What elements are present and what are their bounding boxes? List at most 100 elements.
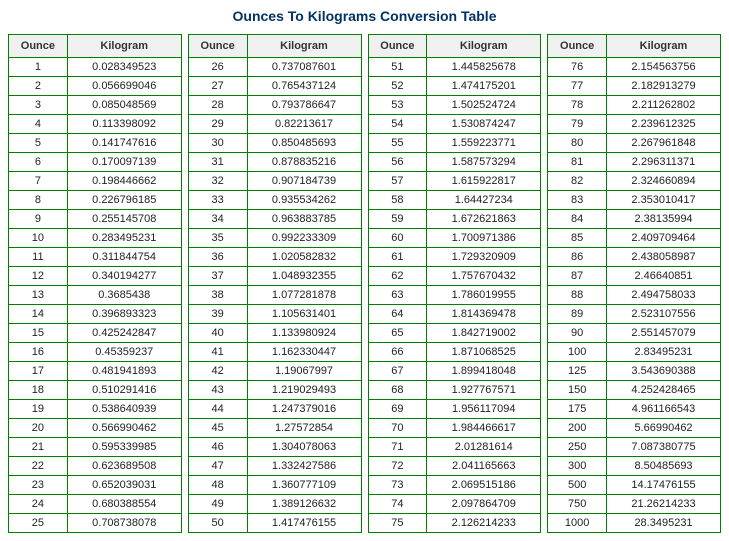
table-row: 872.46640851: [548, 267, 721, 286]
cell-kilogram: 1.615922817: [427, 172, 541, 191]
cell-ounce: 17: [9, 362, 68, 381]
column-header-ounce: Ounce: [9, 35, 68, 58]
cell-ounce: 300: [548, 457, 607, 476]
cell-ounce: 16: [9, 343, 68, 362]
cell-kilogram: 2.239612325: [607, 115, 721, 134]
cell-ounce: 28: [188, 96, 247, 115]
cell-kilogram: 1.786019955: [427, 286, 541, 305]
table-row: 441.247379016: [188, 400, 361, 419]
table-row: 60.170097139: [9, 153, 182, 172]
cell-kilogram: 0.170097139: [67, 153, 181, 172]
table-row: 461.304078063: [188, 438, 361, 457]
table-row: 2005.66990462: [548, 419, 721, 438]
table-row: 752.126214233: [368, 514, 541, 533]
cell-kilogram: 2.182913279: [607, 77, 721, 96]
table-row: 1002.83495231: [548, 343, 721, 362]
cell-ounce: 89: [548, 305, 607, 324]
cell-kilogram: 1.389126632: [247, 495, 361, 514]
cell-kilogram: 2.83495231: [607, 343, 721, 362]
cell-ounce: 69: [368, 400, 427, 419]
table-row: 270.765437124: [188, 77, 361, 96]
cell-kilogram: 0.085048569: [67, 96, 181, 115]
column-header-ounce: Ounce: [548, 35, 607, 58]
cell-ounce: 47: [188, 457, 247, 476]
cell-kilogram: 2.523107556: [607, 305, 721, 324]
cell-ounce: 75: [368, 514, 427, 533]
table-row: 320.907184739: [188, 172, 361, 191]
cell-kilogram: 1.162330447: [247, 343, 361, 362]
cell-ounce: 7: [9, 172, 68, 191]
cell-ounce: 42: [188, 362, 247, 381]
cell-ounce: 29: [188, 115, 247, 134]
cell-kilogram: 0.992233309: [247, 229, 361, 248]
cell-ounce: 46: [188, 438, 247, 457]
table-row: 2507.087380775: [548, 438, 721, 457]
cell-kilogram: 2.353010417: [607, 191, 721, 210]
table-row: 50.141747616: [9, 134, 182, 153]
table-row: 411.162330447: [188, 343, 361, 362]
cell-kilogram: 2.38135994: [607, 210, 721, 229]
cell-ounce: 85: [548, 229, 607, 248]
table-row: 571.615922817: [368, 172, 541, 191]
cell-ounce: 175: [548, 400, 607, 419]
cell-kilogram: 2.126214233: [427, 514, 541, 533]
cell-kilogram: 1.27572854: [247, 419, 361, 438]
cell-kilogram: 2.267961848: [607, 134, 721, 153]
table-row: 290.82213617: [188, 115, 361, 134]
cell-kilogram: 21.26214233: [607, 495, 721, 514]
cell-ounce: 68: [368, 381, 427, 400]
cell-ounce: 61: [368, 248, 427, 267]
table-row: 712.01281614: [368, 438, 541, 457]
cell-ounce: 23: [9, 476, 68, 495]
cell-ounce: 21: [9, 438, 68, 457]
cell-kilogram: 1.332427586: [247, 457, 361, 476]
cell-ounce: 18: [9, 381, 68, 400]
cell-ounce: 6: [9, 153, 68, 172]
table-row: 822.324660894: [548, 172, 721, 191]
table-row: 391.105631401: [188, 305, 361, 324]
cell-ounce: 60: [368, 229, 427, 248]
cell-kilogram: 0.311844754: [67, 248, 181, 267]
conversion-table: OunceKilogram511.445825678521.4741752015…: [368, 34, 542, 533]
column-header-kilogram: Kilogram: [247, 35, 361, 58]
cell-kilogram: 2.296311371: [607, 153, 721, 172]
table-row: 350.992233309: [188, 229, 361, 248]
cell-ounce: 55: [368, 134, 427, 153]
table-row: 260.737087601: [188, 58, 361, 77]
cell-kilogram: 4.252428465: [607, 381, 721, 400]
table-row: 1754.961166543: [548, 400, 721, 419]
cell-ounce: 78: [548, 96, 607, 115]
table-row: 892.523107556: [548, 305, 721, 324]
cell-kilogram: 0.481941893: [67, 362, 181, 381]
cell-ounce: 65: [368, 324, 427, 343]
cell-kilogram: 1.871068525: [427, 343, 541, 362]
cell-ounce: 43: [188, 381, 247, 400]
cell-ounce: 11: [9, 248, 68, 267]
table-row: 140.396893323: [9, 305, 182, 324]
table-row: 722.041165663: [368, 457, 541, 476]
table-row: 742.097864709: [368, 495, 541, 514]
table-row: 50014.17476155: [548, 476, 721, 495]
cell-ounce: 26: [188, 58, 247, 77]
cell-ounce: 37: [188, 267, 247, 286]
cell-kilogram: 0.255145708: [67, 210, 181, 229]
cell-ounce: 67: [368, 362, 427, 381]
cell-ounce: 48: [188, 476, 247, 495]
table-row: 240.680388554: [9, 495, 182, 514]
cell-ounce: 79: [548, 115, 607, 134]
table-row: 812.296311371: [548, 153, 721, 172]
table-row: 340.963883785: [188, 210, 361, 229]
cell-kilogram: 3.543690388: [607, 362, 721, 381]
cell-kilogram: 0.708738078: [67, 514, 181, 533]
cell-kilogram: 1.729320909: [427, 248, 541, 267]
table-row: 40.113398092: [9, 115, 182, 134]
cell-kilogram: 1.899418048: [427, 362, 541, 381]
table-row: 160.45359237: [9, 343, 182, 362]
table-row: 300.850485693: [188, 134, 361, 153]
cell-kilogram: 0.3685438: [67, 286, 181, 305]
cell-ounce: 1000: [548, 514, 607, 533]
cell-ounce: 71: [368, 438, 427, 457]
cell-ounce: 81: [548, 153, 607, 172]
cell-ounce: 35: [188, 229, 247, 248]
table-row: 180.510291416: [9, 381, 182, 400]
